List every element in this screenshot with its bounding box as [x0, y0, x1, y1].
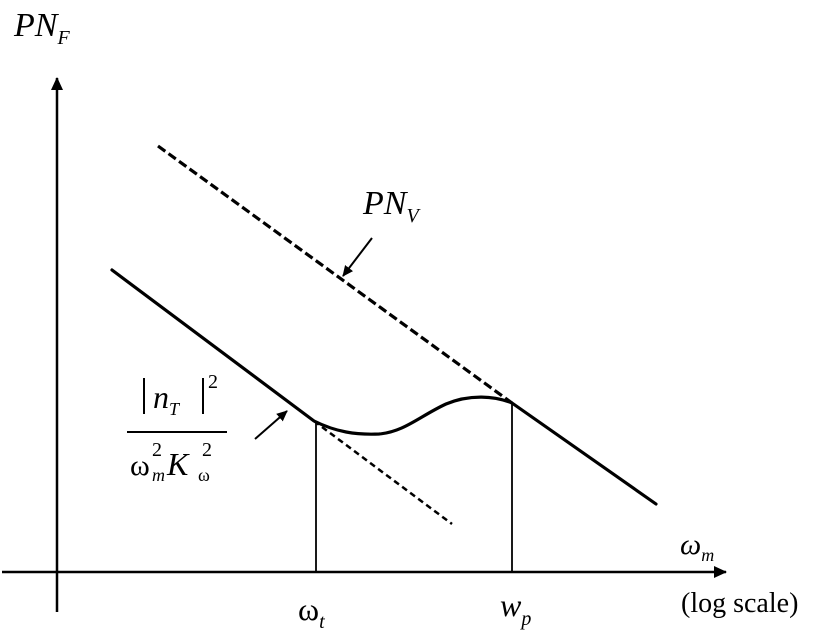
pnv-pointer-arrow [342, 237, 373, 277]
log-scale-label: (log scale) [681, 588, 798, 619]
svg-text:nT: nT [153, 379, 181, 419]
numerator-exponent: 2 [208, 371, 218, 393]
numerator-n: n [153, 379, 169, 415]
denominator-omega: ω [130, 449, 150, 482]
numerator-sub-t: T [169, 399, 181, 419]
denominator-k-sup: 2 [202, 439, 212, 461]
asymptote-fraction-label: nT 2 ω 2 m K 2 ω [127, 371, 227, 485]
pnv-label: PNV [362, 185, 421, 227]
denominator-omega-sup: 2 [152, 439, 162, 461]
asymptote-pointer-arrow [254, 410, 288, 440]
pnf-curve [110, 268, 658, 506]
denominator-omega-sub: m [152, 465, 165, 485]
omega-t-label: ωt [298, 591, 325, 633]
x-axis-label: ωm [680, 528, 714, 565]
pnv-dashed-line [157, 144, 513, 405]
denominator-k: K [166, 446, 190, 482]
svg-text:ω: ω [130, 449, 150, 482]
wp-label: wp [500, 587, 531, 630]
denominator-k-sub: ω [198, 465, 210, 485]
asymptote-dashed-line [313, 419, 453, 526]
y-axis-label: PNF [13, 7, 70, 49]
